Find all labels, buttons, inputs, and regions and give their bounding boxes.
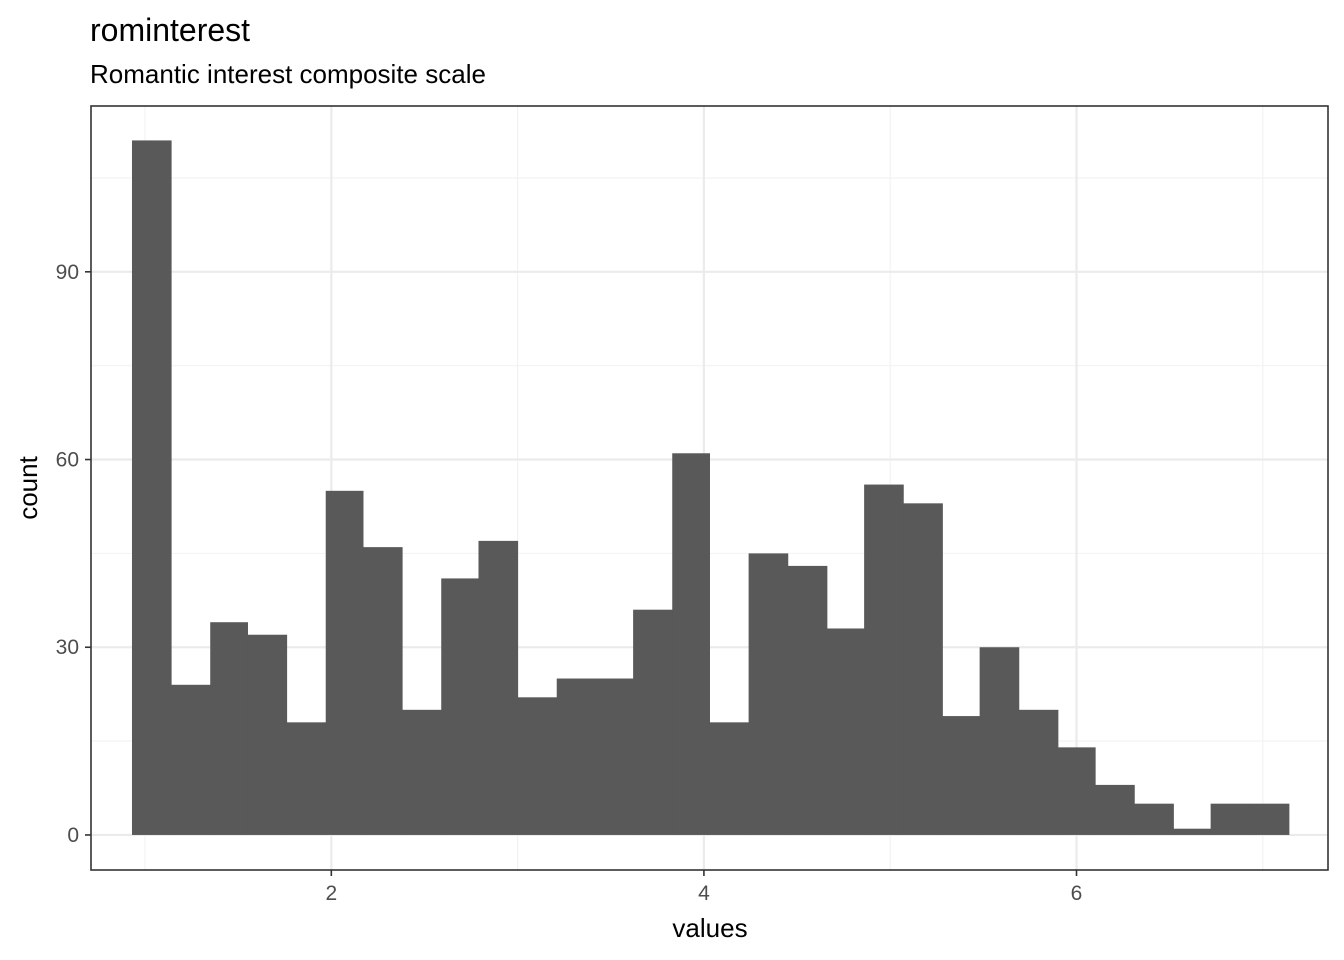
histogram-bar [709,722,750,835]
histogram-bar [1173,828,1212,835]
histogram-bar [633,609,673,835]
x-tick-label: 2 [325,882,337,905]
histogram-bar [247,634,288,835]
histogram-bar [362,547,403,835]
chart-title: rominterest [90,12,250,48]
y-tick-label: 90 [56,261,79,284]
histogram-bar [1210,803,1251,835]
histogram-bar [1095,784,1135,835]
histogram-bar [1018,709,1059,835]
x-tick-label: 6 [1071,882,1083,905]
x-axis: 2 4 6 [325,870,1082,905]
histogram-bar [402,709,442,835]
y-tick-label: 0 [67,824,79,847]
histogram-bars [131,140,1290,835]
histogram-bar [864,484,904,835]
chart-subtitle: Romantic interest composite scale [90,59,486,89]
plot-panel [90,105,1329,871]
histogram-bar [1057,747,1096,835]
histogram-bar [748,553,789,835]
histogram-bar [1134,803,1174,835]
histogram-bar [1249,803,1290,835]
histogram-bar [131,140,172,835]
histogram-bar [441,578,479,835]
histogram-bar [517,697,558,835]
panel-border [90,105,1329,871]
histogram-bar [593,678,634,835]
y-axis: 0 30 60 90 [56,261,91,847]
histogram-bar [787,565,828,835]
y-tick-label: 30 [56,636,79,659]
histogram-bar [556,678,595,835]
x-tick-label: 4 [698,882,710,905]
histogram-bar [171,684,211,835]
histogram-bar [478,540,519,835]
histogram-bar [903,503,943,835]
histogram-bar [672,453,710,835]
x-axis-title: values [672,913,747,943]
histogram-bar [942,716,981,835]
histogram-bar [210,622,248,835]
histogram-bar [286,722,327,835]
histogram-bar [325,490,364,835]
histogram-bar [979,647,1020,835]
y-axis-title: count [13,455,43,519]
histogram-bar [826,628,865,835]
y-tick-label: 60 [56,449,79,472]
